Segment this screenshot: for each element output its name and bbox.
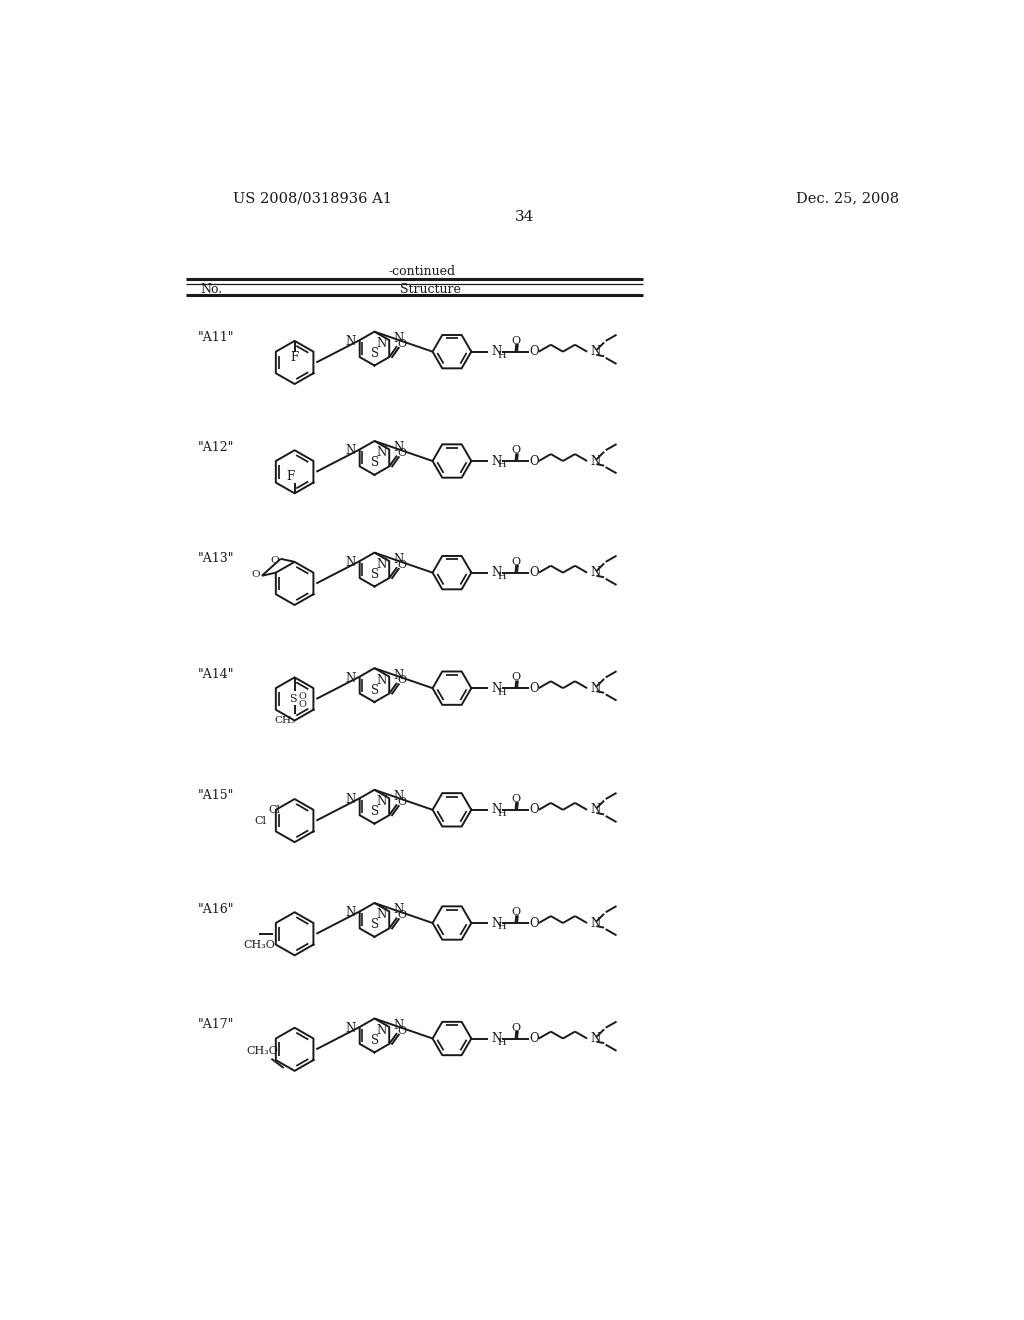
Text: O: O xyxy=(512,907,521,917)
Text: Dec. 25, 2008: Dec. 25, 2008 xyxy=(796,191,899,206)
Text: H: H xyxy=(498,809,506,818)
Text: N: N xyxy=(376,558,386,572)
Text: H: H xyxy=(498,572,506,581)
Text: O: O xyxy=(529,566,539,579)
Text: N: N xyxy=(490,345,502,358)
Text: O: O xyxy=(512,335,521,346)
Text: N: N xyxy=(393,333,403,345)
Text: S: S xyxy=(371,347,379,360)
Text: N: N xyxy=(590,454,600,467)
Text: N: N xyxy=(345,1022,355,1035)
Text: N: N xyxy=(590,566,600,579)
Text: N: N xyxy=(590,681,600,694)
Text: N: N xyxy=(393,553,403,566)
Text: O: O xyxy=(529,454,539,467)
Text: 34: 34 xyxy=(515,210,535,224)
Text: N: N xyxy=(590,345,600,358)
Text: S: S xyxy=(371,1034,379,1047)
Text: N: N xyxy=(490,916,502,929)
Text: N: N xyxy=(345,335,355,348)
Text: O: O xyxy=(397,449,407,458)
Text: "A11": "A11" xyxy=(198,331,234,345)
Text: N: N xyxy=(490,566,502,579)
Text: -continued: -continued xyxy=(389,265,456,279)
Text: S: S xyxy=(371,919,379,932)
Text: O: O xyxy=(512,557,521,566)
Text: N: N xyxy=(490,454,502,467)
Text: Cl: Cl xyxy=(268,805,281,814)
Text: N: N xyxy=(376,673,386,686)
Text: S: S xyxy=(371,684,379,697)
Text: N: N xyxy=(376,1024,386,1038)
Text: N: N xyxy=(590,804,600,816)
Text: N: N xyxy=(376,908,386,921)
Text: N: N xyxy=(490,804,502,816)
Text: N: N xyxy=(345,445,355,458)
Text: "A14": "A14" xyxy=(198,668,234,681)
Text: N: N xyxy=(376,337,386,350)
Text: H: H xyxy=(498,1038,506,1047)
Text: O: O xyxy=(529,1032,539,1045)
Text: O: O xyxy=(397,339,407,348)
Text: N: N xyxy=(393,668,403,681)
Text: CH₃O: CH₃O xyxy=(243,940,274,949)
Text: US 2008/0318936 A1: US 2008/0318936 A1 xyxy=(232,191,391,206)
Text: O: O xyxy=(512,672,521,682)
Text: CH₃O: CH₃O xyxy=(246,1045,278,1056)
Text: N: N xyxy=(393,791,403,804)
Text: N: N xyxy=(376,795,386,808)
Text: N: N xyxy=(345,672,355,685)
Text: "A17": "A17" xyxy=(198,1018,234,1031)
Text: No.: No. xyxy=(200,282,222,296)
Text: H: H xyxy=(498,461,506,470)
Text: N: N xyxy=(490,1032,502,1045)
Text: O: O xyxy=(529,345,539,358)
Text: S: S xyxy=(371,457,379,470)
Text: N: N xyxy=(393,1019,403,1032)
Text: S: S xyxy=(371,568,379,581)
Text: Cl: Cl xyxy=(255,816,266,825)
Text: O: O xyxy=(529,681,539,694)
Text: O: O xyxy=(512,795,521,804)
Text: N: N xyxy=(393,903,403,916)
Text: H: H xyxy=(498,351,506,360)
Text: N: N xyxy=(490,681,502,694)
Text: "A15": "A15" xyxy=(198,789,234,803)
Text: N: N xyxy=(590,1032,600,1045)
Text: N: N xyxy=(345,907,355,920)
Text: O: O xyxy=(397,560,407,570)
Text: O: O xyxy=(397,676,407,685)
Text: O: O xyxy=(397,1026,407,1036)
Text: O: O xyxy=(397,911,407,920)
Text: H: H xyxy=(498,923,506,932)
Text: O: O xyxy=(270,556,279,565)
Text: "A13": "A13" xyxy=(198,552,234,565)
Text: O: O xyxy=(298,700,306,709)
Text: N: N xyxy=(590,916,600,929)
Text: O: O xyxy=(512,445,521,455)
Text: "A12": "A12" xyxy=(198,441,234,454)
Text: Structure: Structure xyxy=(399,282,461,296)
Text: "A16": "A16" xyxy=(198,903,234,916)
Text: S: S xyxy=(371,805,379,818)
Text: O: O xyxy=(529,916,539,929)
Text: F: F xyxy=(291,351,299,364)
Text: N: N xyxy=(393,441,403,454)
Text: O: O xyxy=(298,692,306,701)
Text: N: N xyxy=(345,556,355,569)
Text: H: H xyxy=(498,688,506,697)
Text: O: O xyxy=(529,804,539,816)
Text: O: O xyxy=(251,570,260,578)
Text: N: N xyxy=(376,446,386,459)
Text: S: S xyxy=(289,694,297,704)
Text: F: F xyxy=(286,470,294,483)
Text: O: O xyxy=(397,797,407,807)
Text: N: N xyxy=(345,793,355,807)
Text: CH₃: CH₃ xyxy=(274,715,296,725)
Text: O: O xyxy=(512,1023,521,1032)
